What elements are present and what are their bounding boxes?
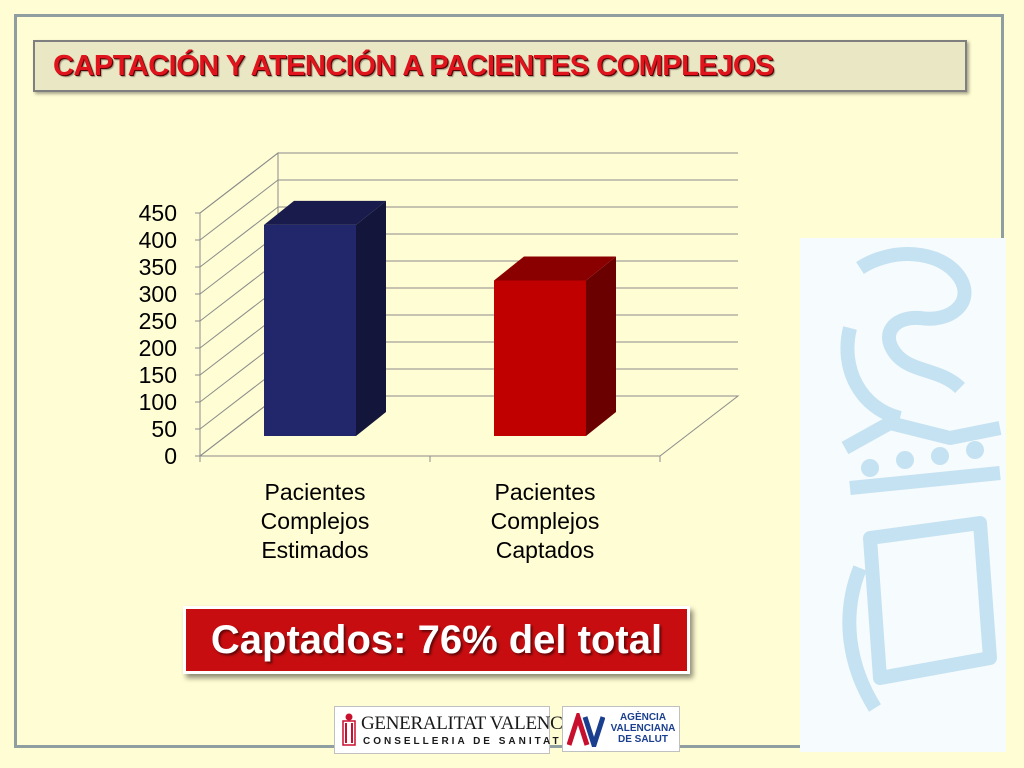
bar-top [494,256,616,281]
y-tick-label: 0 [164,443,177,469]
y-tick-label: 300 [139,281,177,307]
generalitat-name: GENERALITAT VALENCIANA [361,713,609,734]
bar [494,280,586,436]
conselleria-name: CONSELLERIA DE SANITAT [363,736,562,747]
y-tick-label: 150 [139,362,177,388]
y-tick-label: 100 [139,389,177,415]
captados-callout: Captados: 76% del total [183,606,690,674]
bar-top [264,200,386,225]
y-tick-label: 400 [139,227,177,253]
gridline [199,179,738,241]
x-category-label-line: Estimados [261,537,368,563]
agencia-name: AGÈNCIA VALENCIANA DE SALUT [607,712,679,745]
y-tick-label: 250 [139,308,177,334]
bar-side [356,200,386,436]
gridline [199,206,738,268]
y-tick-label: 50 [151,416,177,442]
gridline [199,152,738,214]
y-tick-label: 450 [139,200,177,226]
chart-axes [195,212,661,462]
x-category-label-line: Captados [496,537,594,563]
callout-text: Captados: 76% del total [210,617,663,662]
title-box: CAPTACIÓN Y ATENCIÓN A PACIENTES COMPLEJ… [33,40,967,92]
generalitat-crest-icon [342,713,356,746]
y-tick-label: 200 [139,335,177,361]
generalitat-valenciana-logo: GENERALITAT VALENCIANA CONSELLERIA DE SA… [334,706,609,754]
chart-bars [264,200,616,436]
x-category-label-line: Complejos [261,508,370,534]
bar-side [586,256,616,436]
x-category-label-line: Complejos [491,508,600,534]
agencia-line-1: AGÈNCIA [619,712,667,723]
x-category-label-line: Pacientes [494,479,595,505]
slide-title: CAPTACIÓN Y ATENCIÓN A PACIENTES COMPLEJ… [53,50,774,82]
emblem-watermark-shape [840,247,1002,712]
x-category-labels: Pacientes Complejos Estimados Pacientes Comp… [261,479,600,563]
x-category-label: Pacientes Complejos Captados [491,479,600,563]
generalitat-emblem-watermark [800,238,1006,752]
agencia-line-3: DE SALUT [618,734,668,745]
agencia-line-2: VALENCIANA [610,723,676,734]
agencia-valenciana-salut-logo: AGÈNCIA VALENCIANA DE SALUT [562,706,680,752]
y-tick-label: 350 [139,254,177,280]
x-category-label: Pacientes Complejos Estimados [261,479,370,563]
x-category-label-line: Pacientes [264,479,365,505]
bar [264,224,356,436]
av-mark-icon [567,713,605,747]
